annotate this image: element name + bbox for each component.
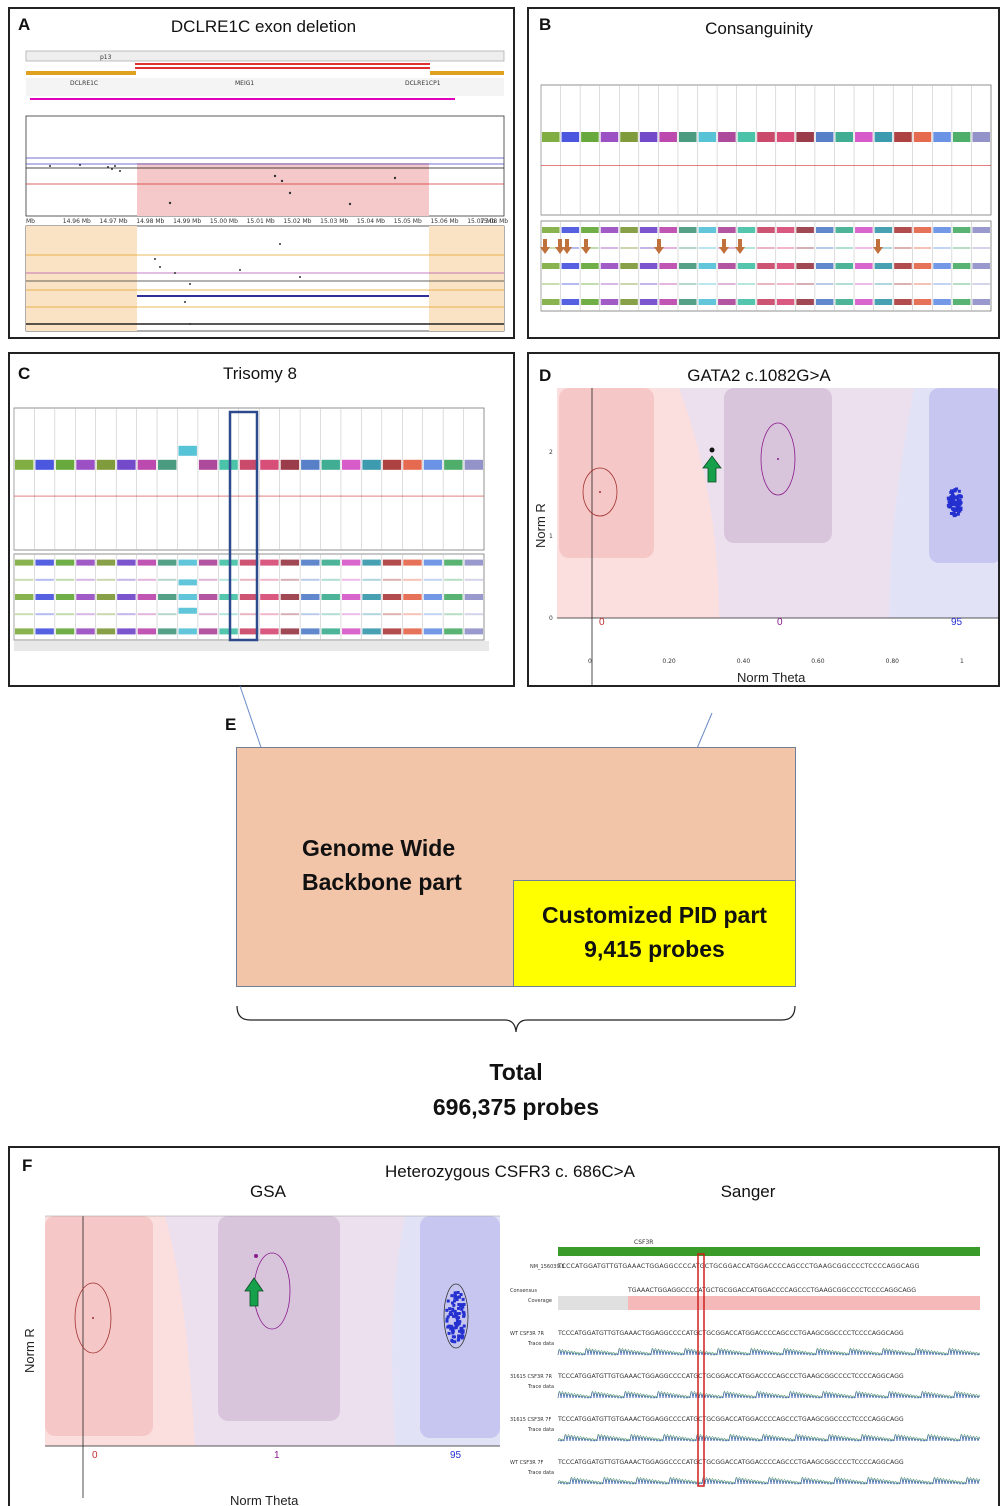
pid-text-1: Customized PID part	[542, 902, 767, 928]
panel-b-title: Consanguinity	[705, 19, 813, 38]
a-tick-label: 14.99 Mb	[173, 218, 201, 225]
a-tick-label: 14.98 Mb	[136, 218, 164, 225]
a-tick-label: 15.08 Mb	[480, 218, 508, 225]
sanger-ref-name: NM_156039.3	[530, 1264, 564, 1270]
panel-a-title: DCLRE1C exon deletion	[170, 17, 357, 36]
panel-a-plot: p13 DCLRE1C MEIG1 DCLRE1CP1 Mb 14.96 Mb 14…	[25, 50, 508, 332]
a-tick-label: 14.97 Mb	[100, 218, 128, 225]
sanger-track-name: WT CSF3R 7R	[510, 1331, 545, 1337]
sanger-track-seq: TCCCATGGATGTTGTGAAACTGGAGGCCCCATGCTGCGGA…	[557, 1373, 904, 1380]
d-xtick-label: 0	[588, 658, 592, 665]
f-count-1: 0	[92, 1450, 98, 1461]
panel-d-label: D	[539, 366, 552, 385]
gsa-title: GSA	[250, 1182, 286, 1201]
a-tick-label: 15.05 Mb	[394, 218, 422, 225]
panel-f-label: F	[22, 1156, 33, 1175]
sanger-track-sub: Trace data	[527, 1384, 554, 1390]
a-tick-label: 15.07 Mb	[467, 218, 495, 225]
sanger-track-sub: Trace data	[527, 1341, 554, 1347]
panel-f-gsa-plot: 0 1 95 Norm Theta Norm R	[22, 1215, 500, 1506]
sanger-consensus-seq: TGAAACTGGAGGCCCCATGCTGCGGACCATGGACCCCAGC…	[627, 1287, 916, 1294]
backbone-text-2: Backbone part	[302, 869, 462, 895]
a-tick-label: 15.01 Mb	[247, 218, 275, 225]
panel-a: A DCLRE1C exon deletion p13 DCLRE1C MEIG…	[8, 7, 515, 339]
a-tick-label: Mb	[26, 218, 35, 225]
panel-f-title: Heterozygous CSFR3 c. 686C>A	[385, 1162, 635, 1181]
panel-b: B Consanguinity	[527, 7, 1000, 339]
panel-c-plot	[13, 407, 489, 651]
sanger-track-seq: TCCCATGGATGTTGTGAAACTGGAGGCCCCATGCTGCGGA…	[557, 1459, 904, 1466]
sanger-track-seq: TCCCATGGATGTTGTGAAACTGGAGGCCCCATGCTGCGGA…	[557, 1330, 904, 1337]
panel-c-title: Trisomy 8	[223, 364, 297, 383]
panel-e-label: E	[225, 715, 237, 734]
f-count-2: 1	[274, 1450, 280, 1461]
sanger-track-name: Consensus	[510, 1288, 537, 1294]
sanger-ref-seq: TCCCATGGATGTTGTGAAACTGGAGGCCCCATGCTGCGGA…	[557, 1263, 920, 1270]
panel-f-sanger: CSF3R NM_156039.3 TCCCATGGATGTTGTGAAACTG…	[510, 1239, 980, 1487]
d-count-2: 0	[777, 617, 783, 628]
panel-b-label: B	[539, 15, 552, 34]
sanger-track-sub: Trace data	[527, 1470, 554, 1476]
sanger-track-name: 31615 CSF3R 7R	[510, 1374, 552, 1380]
a-tick-label: 15.06 Mb	[430, 218, 458, 225]
a-tick-label: 15.02 Mb	[283, 218, 311, 225]
d-xlabel: Norm Theta	[737, 670, 806, 685]
panel-a-axis-ticks: Mb 14.96 Mb 14.97 Mb 14.98 Mb 14.99 Mb 15.00 …	[26, 218, 508, 225]
a-tick-label: 15.04 Mb	[357, 218, 385, 225]
f-ylabel: Norm R	[22, 1328, 37, 1373]
d-xtick-label: 0.20	[662, 658, 676, 665]
d-xtick-label: 0.60	[811, 658, 825, 665]
panel-b-plot	[540, 84, 992, 312]
d-ylabel: Norm R	[533, 503, 548, 548]
gene-label-1: DCLRE1C	[70, 80, 98, 87]
sanger-track-seq: TCCCATGGATGTTGTGAAACTGGAGGCCCCATGCTGCGGA…	[557, 1416, 904, 1423]
total-brace	[236, 1005, 796, 1033]
panel-d: D GATA2 c.1082G>A 0 0 95 0 0.20 0.40 0.60 0.…	[527, 352, 1000, 687]
a-tick-label: 15.00 Mb	[210, 218, 238, 225]
gene-label-3: DCLRE1CP1	[405, 80, 441, 87]
panel-d-plot: 0 0 95 0 0.20 0.40 0.60 0.80 1 2 1 0 Norm The…	[533, 388, 998, 685]
d-ytick-1: 2	[549, 449, 553, 456]
sanger-track-name: WT CSF3R 7F	[510, 1460, 544, 1466]
panel-c-label: C	[18, 364, 31, 383]
d-xtick-label: 0.80	[886, 658, 900, 665]
d-count-1: 0	[599, 617, 605, 628]
backbone-text-1: Genome Wide	[302, 835, 456, 861]
total-text-1: Total	[489, 1059, 543, 1085]
d-ytick-3: 0	[549, 615, 553, 622]
sanger-track-sub: Coverage	[528, 1298, 552, 1304]
panel-f: F Heterozygous CSFR3 c. 686C>A GSA Sange…	[8, 1146, 1000, 1506]
a-tick-label: 15.03 Mb	[320, 218, 348, 225]
d-count-3: 95	[951, 617, 963, 628]
total-text-2: 696,375 probes	[432, 1094, 600, 1120]
d-xtick-label: 0.40	[737, 658, 751, 665]
panel-c: C Trisomy 8	[8, 352, 515, 687]
sanger-title: Sanger	[720, 1182, 776, 1201]
pid-text-2: 9,415 probes	[584, 936, 725, 962]
d-ytick-2: 1	[549, 533, 553, 540]
sanger-gene: CSF3R	[634, 1239, 653, 1246]
panel-a-label: A	[18, 15, 31, 34]
gene-label-2: MEIG1	[235, 80, 254, 87]
panel-d-title: GATA2 c.1082G>A	[687, 366, 831, 385]
f-xlabel: Norm Theta	[230, 1493, 299, 1506]
pid-box	[513, 880, 796, 987]
band-label: p13	[100, 54, 112, 61]
sanger-track-sub: Trace data	[527, 1427, 554, 1433]
d-xtick-label: 1	[960, 658, 964, 665]
a-tick-label: 14.96 Mb	[63, 218, 91, 225]
f-count-3: 95	[450, 1450, 462, 1461]
sanger-track-name: 31615 CSF3R 7F	[510, 1417, 551, 1423]
